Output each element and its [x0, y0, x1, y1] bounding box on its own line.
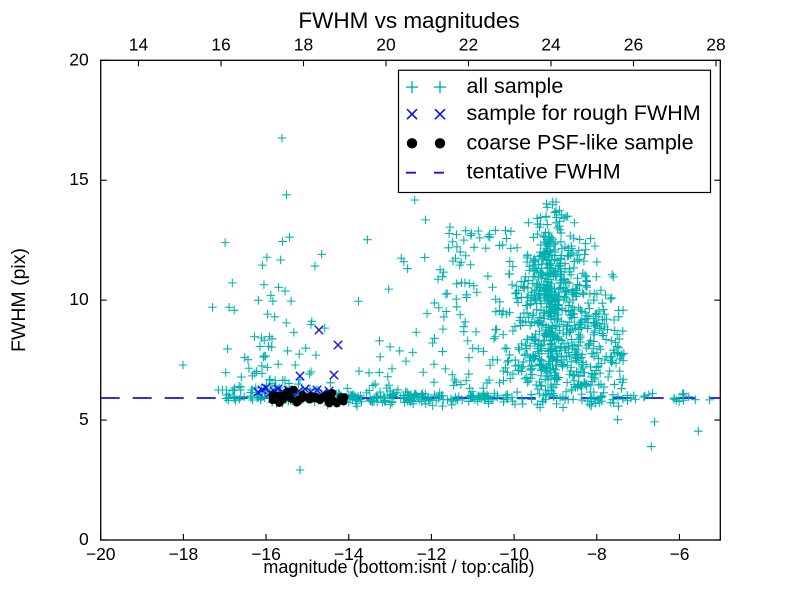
svg-text:28: 28: [706, 34, 725, 54]
svg-text:sample for rough FWHM: sample for rough FWHM: [467, 101, 701, 125]
svg-text:26: 26: [624, 34, 643, 54]
svg-text:14: 14: [129, 34, 149, 54]
svg-text:18: 18: [294, 34, 313, 54]
svg-text:−18: −18: [169, 544, 199, 564]
svg-text:16: 16: [211, 34, 230, 54]
svg-text:20: 20: [376, 34, 396, 54]
svg-text:−20: −20: [86, 544, 116, 564]
svg-text:magnitude (bottom:isnt / top:c: magnitude (bottom:isnt / top:calib): [263, 557, 534, 577]
svg-text:−6: −6: [669, 544, 689, 564]
svg-text:22: 22: [459, 34, 478, 54]
svg-text:FWHM vs magnitudes: FWHM vs magnitudes: [298, 8, 519, 33]
svg-text:20: 20: [69, 49, 89, 69]
svg-text:FWHM (pix): FWHM (pix): [8, 248, 30, 352]
svg-text:15: 15: [69, 169, 88, 189]
svg-text:−8: −8: [587, 544, 607, 564]
svg-text:all sample: all sample: [467, 74, 564, 98]
svg-text:10: 10: [69, 289, 89, 309]
svg-text:5: 5: [79, 409, 89, 429]
svg-text:24: 24: [541, 34, 561, 54]
svg-text:tentative FWHM: tentative FWHM: [467, 160, 621, 184]
svg-text:coarse PSF-like sample: coarse PSF-like sample: [467, 130, 694, 154]
svg-text:0: 0: [79, 529, 89, 549]
